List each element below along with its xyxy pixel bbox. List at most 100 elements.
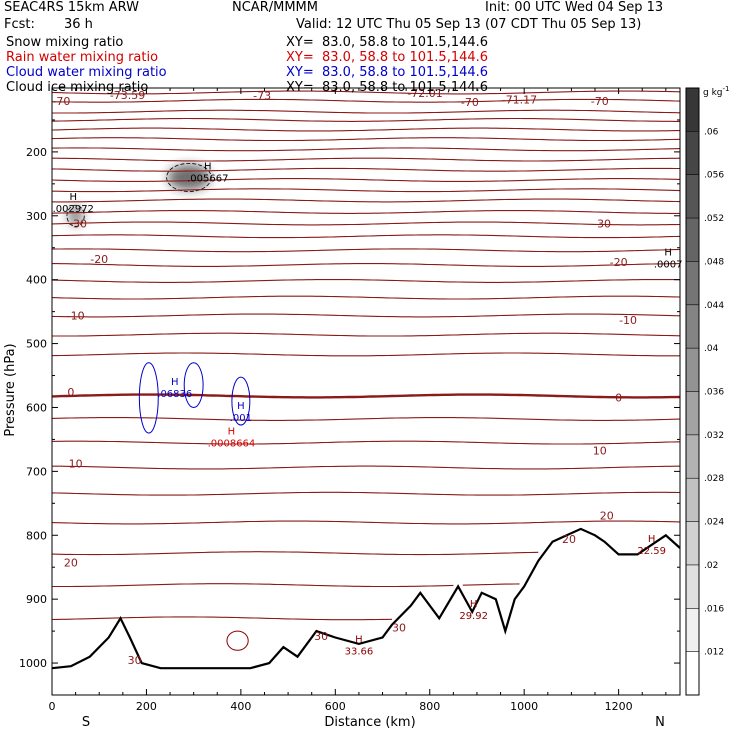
contour-label-4: -70 xyxy=(461,96,479,109)
x-axis-label: Distance (km) xyxy=(324,715,415,730)
legend-rain-name: Rain water mixing ratio xyxy=(6,50,159,65)
temp-contour-4 xyxy=(51,127,680,132)
temp-contour-7 xyxy=(52,157,681,162)
extremum-value-3: .06836 xyxy=(157,389,192,400)
temp-contour-11 xyxy=(51,198,681,203)
terrain-line xyxy=(51,527,681,670)
fcst-value: 36 h xyxy=(64,17,93,32)
colorbar-swatch-8 xyxy=(686,304,699,349)
colorbar-tick-label-6: .036 xyxy=(704,388,724,398)
mixing-contour-2 xyxy=(231,376,251,426)
y-tick-label-1: 300 xyxy=(26,210,47,223)
extremum-h-8: H xyxy=(648,534,656,545)
colorbar-swatch-6 xyxy=(686,391,699,435)
x-tick-label-4: 800 xyxy=(419,700,440,713)
colorbar-swatch-7 xyxy=(686,348,699,392)
extremum-h-4: H xyxy=(237,401,245,412)
contour-label-22: 30 xyxy=(392,621,406,634)
contour-label-16: 10 xyxy=(593,444,607,457)
contour-label-11: -10 xyxy=(67,309,85,322)
contour-label-12: -10 xyxy=(619,314,637,327)
y-tick-label-2: 400 xyxy=(26,274,47,287)
model-title: SEAC4RS 15km ARW xyxy=(4,0,140,15)
temp-contour-3 xyxy=(51,117,680,122)
extremum-h-7: H xyxy=(355,635,363,646)
temp-contour-1 xyxy=(51,98,681,103)
contour-label-14: 0 xyxy=(615,391,622,404)
temp-contour-29 xyxy=(52,583,520,588)
mixing-contour-3 xyxy=(226,630,249,651)
extremum-h-1: H xyxy=(204,161,212,172)
y-tick-label-0: 200 xyxy=(26,146,47,159)
temp-contour-10 xyxy=(52,188,681,193)
legend-cloudwater-name: Cloud water mixing ratio xyxy=(6,65,167,80)
colorbar-tick-label-11: .056 xyxy=(704,171,724,181)
x-tick-label-3: 600 xyxy=(325,700,346,713)
legend-snow-xy: XY= 83.0, 58.8 to 101.5,144.6 xyxy=(286,35,489,50)
contour-label-15: 10 xyxy=(69,458,83,471)
temp-contour-15 xyxy=(51,248,681,253)
contour-label-3: -72.01 xyxy=(407,87,442,100)
colorbar-swatch-9 xyxy=(686,261,699,305)
temp-contour-27 xyxy=(51,520,681,525)
colorbar-swatch-3 xyxy=(686,521,699,565)
plot-frame xyxy=(51,87,681,696)
contour-label-19: 20 xyxy=(562,533,576,546)
extremum-value-0: .002972 xyxy=(53,204,94,215)
contour-label-6: -70 xyxy=(591,95,609,108)
temp-contour-22 xyxy=(51,393,681,399)
contour-label-21: 30 xyxy=(314,630,328,643)
extremum-h-2: H xyxy=(664,248,672,259)
snow-cloud-1 xyxy=(67,206,84,226)
temp-contour-14 xyxy=(51,234,681,239)
colorbar-swatch-13 xyxy=(686,88,699,132)
x-tick-label-6: 1200 xyxy=(605,700,633,713)
contour-label-8: -30 xyxy=(593,217,611,230)
extremum-value-5: .0008664 xyxy=(208,438,256,449)
temp-contour-8 xyxy=(51,167,680,172)
colorbar-swatch-11 xyxy=(686,174,699,219)
colorbar-tick-label-9: .048 xyxy=(704,257,724,267)
legend-cloudwater-xy: XY= 83.0, 58.8 to 101.5,144.6 xyxy=(286,65,489,80)
temp-contour-20 xyxy=(52,332,681,337)
temp-contour-25 xyxy=(52,465,680,470)
extremum-value-4: .001 xyxy=(230,413,252,424)
colorbar-tick-label-3: .024 xyxy=(704,518,724,528)
temp-contour-5 xyxy=(51,137,681,142)
x-tick-label-1: 200 xyxy=(136,700,157,713)
temperature-contours xyxy=(51,90,681,620)
contour-label-10: -20 xyxy=(610,256,628,269)
contour-label-9: -20 xyxy=(90,253,108,266)
contour-label-20: 30 xyxy=(128,654,142,667)
colorbar-tick-label-10: .052 xyxy=(704,214,724,224)
contour-label-13: 0 xyxy=(67,386,74,399)
contour-label-1: -73.59 xyxy=(110,89,145,102)
y-tick-label-5: 700 xyxy=(26,465,47,478)
colorbar-swatch-0 xyxy=(686,651,699,695)
contour-labels: -70 -73.59 -73 -72.01 -70 -71.17 -70 -30 -30 -20 -… xyxy=(52,87,637,667)
colorbar-tick-label-5: .032 xyxy=(704,431,724,441)
y-tick-label-6: 800 xyxy=(26,529,47,542)
colorbar-swatch-10 xyxy=(686,218,699,262)
contour-label-18: 20 xyxy=(600,509,614,522)
temp-contour-13 xyxy=(51,221,681,226)
extremum-value-8: 22.59 xyxy=(637,546,666,557)
temp-contour-26 xyxy=(51,491,681,496)
legend-cloudice-name: Cloud ice mixing ratio xyxy=(6,80,149,95)
extremum-value-6: 29.92 xyxy=(459,611,488,622)
temp-contour-18 xyxy=(51,295,681,300)
legend-rain-xy: XY= 83.0, 58.8 to 101.5,144.6 xyxy=(286,50,489,65)
extremum-value-2: .0007 xyxy=(654,260,683,271)
temp-contour-17 xyxy=(51,279,681,283)
colorbar-tick-label-8: .044 xyxy=(704,301,724,311)
contour-label-17: 20 xyxy=(64,557,78,570)
extremum-value-1: .005667 xyxy=(187,173,228,184)
temp-contour-6 xyxy=(52,147,681,152)
extrema-markers: H.002972H.005667H.0007H.06836H.001H.0008… xyxy=(53,161,683,657)
temp-contour-28 xyxy=(51,551,539,556)
colorbar-swatch-2 xyxy=(686,564,699,609)
colorbar: .012 .016 .02 .024 .028 .032 .036 .04 .044 .048 .0… xyxy=(685,87,724,696)
colorbar-swatch-1 xyxy=(686,608,699,652)
mixing-contour-0 xyxy=(138,362,159,434)
y-tick-label-8: 1000 xyxy=(19,657,47,670)
